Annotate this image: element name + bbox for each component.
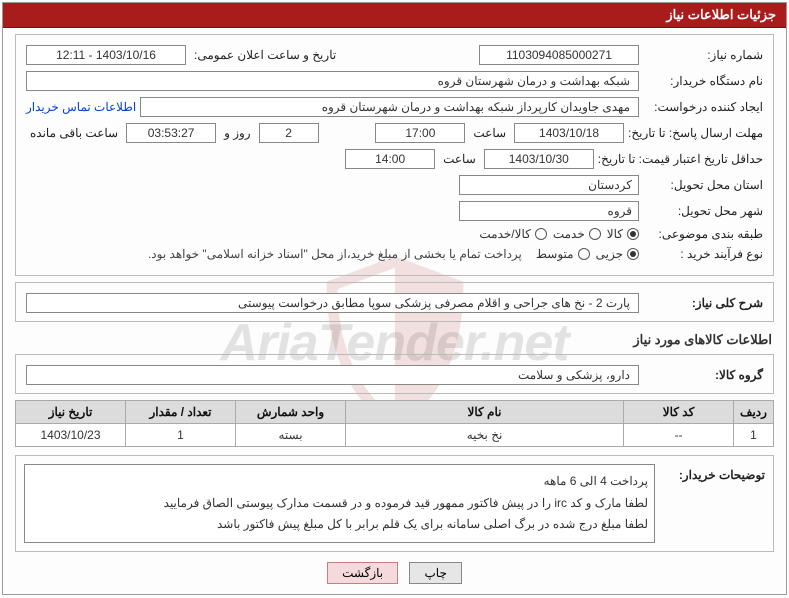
buyer-note-line: لطفا مارک و کد irc را در پیش فاکتور ممهو… bbox=[31, 493, 648, 515]
time-label-1: ساعت bbox=[473, 126, 506, 140]
goods-table: ردیفکد کالانام کالاواحد شمارشتعداد / مقد… bbox=[15, 400, 774, 447]
table-cell: -- bbox=[624, 424, 734, 447]
goods-group-field: دارو، پزشکی و سلامت bbox=[26, 365, 639, 385]
price-validity-label: حداقل تاریخ اعتبار قیمت: تا تاریخ: bbox=[598, 152, 763, 166]
buyer-org-field: شبکه بهداشت و درمان شهرستان قروه bbox=[26, 71, 639, 91]
buyer-contact-link[interactable]: اطلاعات تماس خریدار bbox=[26, 100, 136, 114]
table-cell: 1 bbox=[734, 424, 774, 447]
buyer-org-label: نام دستگاه خریدار: bbox=[643, 74, 763, 88]
announce-label: تاریخ و ساعت اعلان عمومی: bbox=[194, 48, 336, 62]
category-label: طبقه بندی موضوعی: bbox=[643, 227, 763, 241]
radio-both-label: کالا/خدمت bbox=[479, 227, 530, 241]
table-cell: 1 bbox=[126, 424, 236, 447]
validity-date-field: 1403/10/30 bbox=[484, 149, 594, 169]
radio-partial-icon bbox=[627, 248, 639, 260]
table-header: تعداد / مقدار bbox=[126, 401, 236, 424]
section-need-description: شرح کلی نیاز: پارت 2 - نخ های جراحی و اق… bbox=[15, 282, 774, 322]
radio-partial[interactable]: جزیی bbox=[596, 247, 639, 261]
table-header: تاریخ نیاز bbox=[16, 401, 126, 424]
radio-service-icon bbox=[589, 228, 601, 240]
requester-field: مهدی جاویدان کارپرداز شبکه بهداشت و درما… bbox=[140, 97, 639, 117]
days-remaining-field: 2 bbox=[259, 123, 319, 143]
time-label-2: ساعت bbox=[443, 152, 476, 166]
radio-goods[interactable]: کالا bbox=[607, 227, 639, 241]
table-cell: بسته bbox=[236, 424, 346, 447]
radio-medium-label: متوسط bbox=[536, 247, 574, 261]
header-title: جزئیات اطلاعات نیاز bbox=[3, 3, 786, 28]
province-field: کردستان bbox=[459, 175, 639, 195]
requester-label: ایجاد کننده درخواست: bbox=[643, 100, 763, 114]
table-header: واحد شمارش bbox=[236, 401, 346, 424]
deadline-date-field: 1403/10/18 bbox=[514, 123, 624, 143]
table-header: کد کالا bbox=[624, 401, 734, 424]
radio-both[interactable]: کالا/خدمت bbox=[479, 227, 546, 241]
city-field: قروه bbox=[459, 201, 639, 221]
table-cell: 1403/10/23 bbox=[16, 424, 126, 447]
table-header: ردیف bbox=[734, 401, 774, 424]
table-row: 1--نخ بخیهبسته11403/10/23 bbox=[16, 424, 774, 447]
need-desc-label: شرح کلی نیاز: bbox=[643, 296, 763, 310]
radio-goods-label: کالا bbox=[607, 227, 623, 241]
process-type-label: نوع فرآیند خرید : bbox=[643, 247, 763, 261]
process-note: پرداخت تمام یا بخشی از مبلغ خرید،از محل … bbox=[148, 247, 522, 261]
table-header: نام کالا bbox=[346, 401, 624, 424]
buyer-notes-section: توضیحات خریدار: پرداخت 4 الی 6 ماههلطفا … bbox=[15, 455, 774, 552]
time-remaining-field: 03:53:27 bbox=[126, 123, 216, 143]
response-deadline-label: مهلت ارسال پاسخ: تا تاریخ: bbox=[628, 126, 763, 140]
buyer-notes-label: توضیحات خریدار: bbox=[655, 464, 765, 482]
city-label: شهر محل تحویل: bbox=[643, 204, 763, 218]
section-goods-group: گروه کالا: دارو، پزشکی و سلامت bbox=[15, 354, 774, 394]
section-main-info: شماره نیاز: 1103094085000271 تاریخ و ساع… bbox=[15, 34, 774, 276]
deadline-time-field: 17:00 bbox=[375, 123, 465, 143]
validity-time-field: 14:00 bbox=[345, 149, 435, 169]
goods-group-label: گروه کالا: bbox=[643, 368, 763, 382]
need-desc-field: پارت 2 - نخ های جراحی و اقلام مصرفی پزشک… bbox=[26, 293, 639, 313]
remaining-label: ساعت باقی مانده bbox=[30, 126, 118, 140]
print-button[interactable]: چاپ bbox=[409, 562, 461, 584]
province-label: استان محل تحویل: bbox=[643, 178, 763, 192]
radio-medium[interactable]: متوسط bbox=[536, 247, 590, 261]
buyer-note-line: پرداخت 4 الی 6 ماهه bbox=[31, 471, 648, 493]
radio-service[interactable]: خدمت bbox=[553, 227, 601, 241]
announce-datetime-field: 1403/10/16 - 12:11 bbox=[26, 45, 186, 65]
goods-info-title: اطلاعات کالاهای مورد نیاز bbox=[17, 332, 772, 348]
radio-partial-label: جزیی bbox=[596, 247, 623, 261]
radio-medium-icon bbox=[578, 248, 590, 260]
radio-goods-icon bbox=[627, 228, 639, 240]
back-button[interactable]: بازگشت bbox=[327, 562, 398, 584]
radio-both-icon bbox=[535, 228, 547, 240]
table-cell: نخ بخیه bbox=[346, 424, 624, 447]
buyer-notes-box: پرداخت 4 الی 6 ماههلطفا مارک و کد irc را… bbox=[24, 464, 655, 543]
need-number-label: شماره نیاز: bbox=[643, 48, 763, 62]
days-and-label: روز و bbox=[224, 126, 251, 140]
need-number-field: 1103094085000271 bbox=[479, 45, 639, 65]
buyer-note-line: لطفا مبلغ درج شده در برگ اصلی سامانه برا… bbox=[31, 514, 648, 536]
radio-service-label: خدمت bbox=[553, 227, 585, 241]
